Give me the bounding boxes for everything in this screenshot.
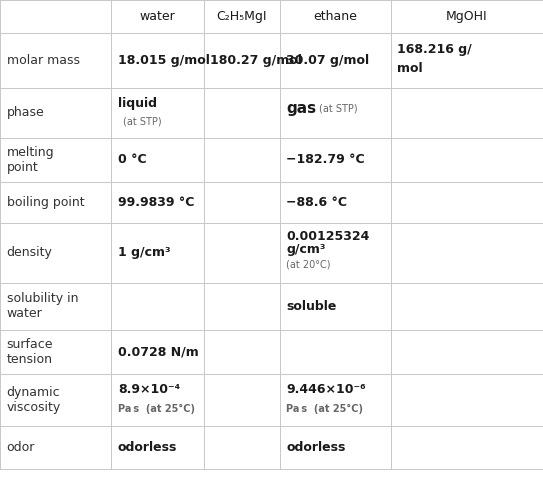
Text: −88.6 °C: −88.6 °C xyxy=(286,196,347,209)
Text: Pa s  (at 25°C): Pa s (at 25°C) xyxy=(286,403,363,414)
Text: 1 g/cm³: 1 g/cm³ xyxy=(118,246,171,259)
Text: Pa s  (at 25°C): Pa s (at 25°C) xyxy=(118,403,195,414)
Text: 0 °C: 0 °C xyxy=(118,153,147,167)
Text: density: density xyxy=(7,246,52,259)
Text: 0.0728 N/m: 0.0728 N/m xyxy=(118,345,199,358)
Text: phase: phase xyxy=(7,106,45,119)
Text: melting
point: melting point xyxy=(7,146,54,174)
Text: soluble: soluble xyxy=(286,299,337,313)
Text: ethane: ethane xyxy=(313,10,357,23)
Text: 30.07 g/mol: 30.07 g/mol xyxy=(286,54,369,67)
Text: 8.9×10⁻⁴: 8.9×10⁻⁴ xyxy=(118,383,180,396)
Text: (at STP): (at STP) xyxy=(123,116,162,126)
Text: water: water xyxy=(140,10,175,23)
Text: boiling point: boiling point xyxy=(7,196,84,209)
Text: solubility in
water: solubility in water xyxy=(7,292,78,320)
Text: −182.79 °C: −182.79 °C xyxy=(286,153,365,167)
Text: odorless: odorless xyxy=(286,441,345,455)
Text: molar mass: molar mass xyxy=(7,54,79,67)
Text: odor: odor xyxy=(7,441,35,455)
Text: dynamic
viscosity: dynamic viscosity xyxy=(7,386,61,414)
Text: mol: mol xyxy=(397,62,423,75)
Text: 18.015 g/mol: 18.015 g/mol xyxy=(118,54,210,67)
Text: liquid: liquid xyxy=(118,97,157,110)
Text: g/cm³: g/cm³ xyxy=(286,243,326,256)
Text: C₂H₅MgI: C₂H₅MgI xyxy=(216,10,267,23)
Text: 9.446×10⁻⁶: 9.446×10⁻⁶ xyxy=(286,383,366,396)
Text: 180.27 g/mol: 180.27 g/mol xyxy=(210,54,302,67)
Text: MgOHI: MgOHI xyxy=(446,10,488,23)
Text: 0.00125324: 0.00125324 xyxy=(286,230,370,243)
Text: odorless: odorless xyxy=(118,441,177,455)
Text: surface
tension: surface tension xyxy=(7,338,53,365)
Text: (at STP): (at STP) xyxy=(319,103,357,113)
Text: 99.9839 °C: 99.9839 °C xyxy=(118,196,194,209)
Text: gas: gas xyxy=(286,101,316,115)
Text: 168.216 g/: 168.216 g/ xyxy=(397,43,472,56)
Text: (at 20°C): (at 20°C) xyxy=(286,260,331,270)
